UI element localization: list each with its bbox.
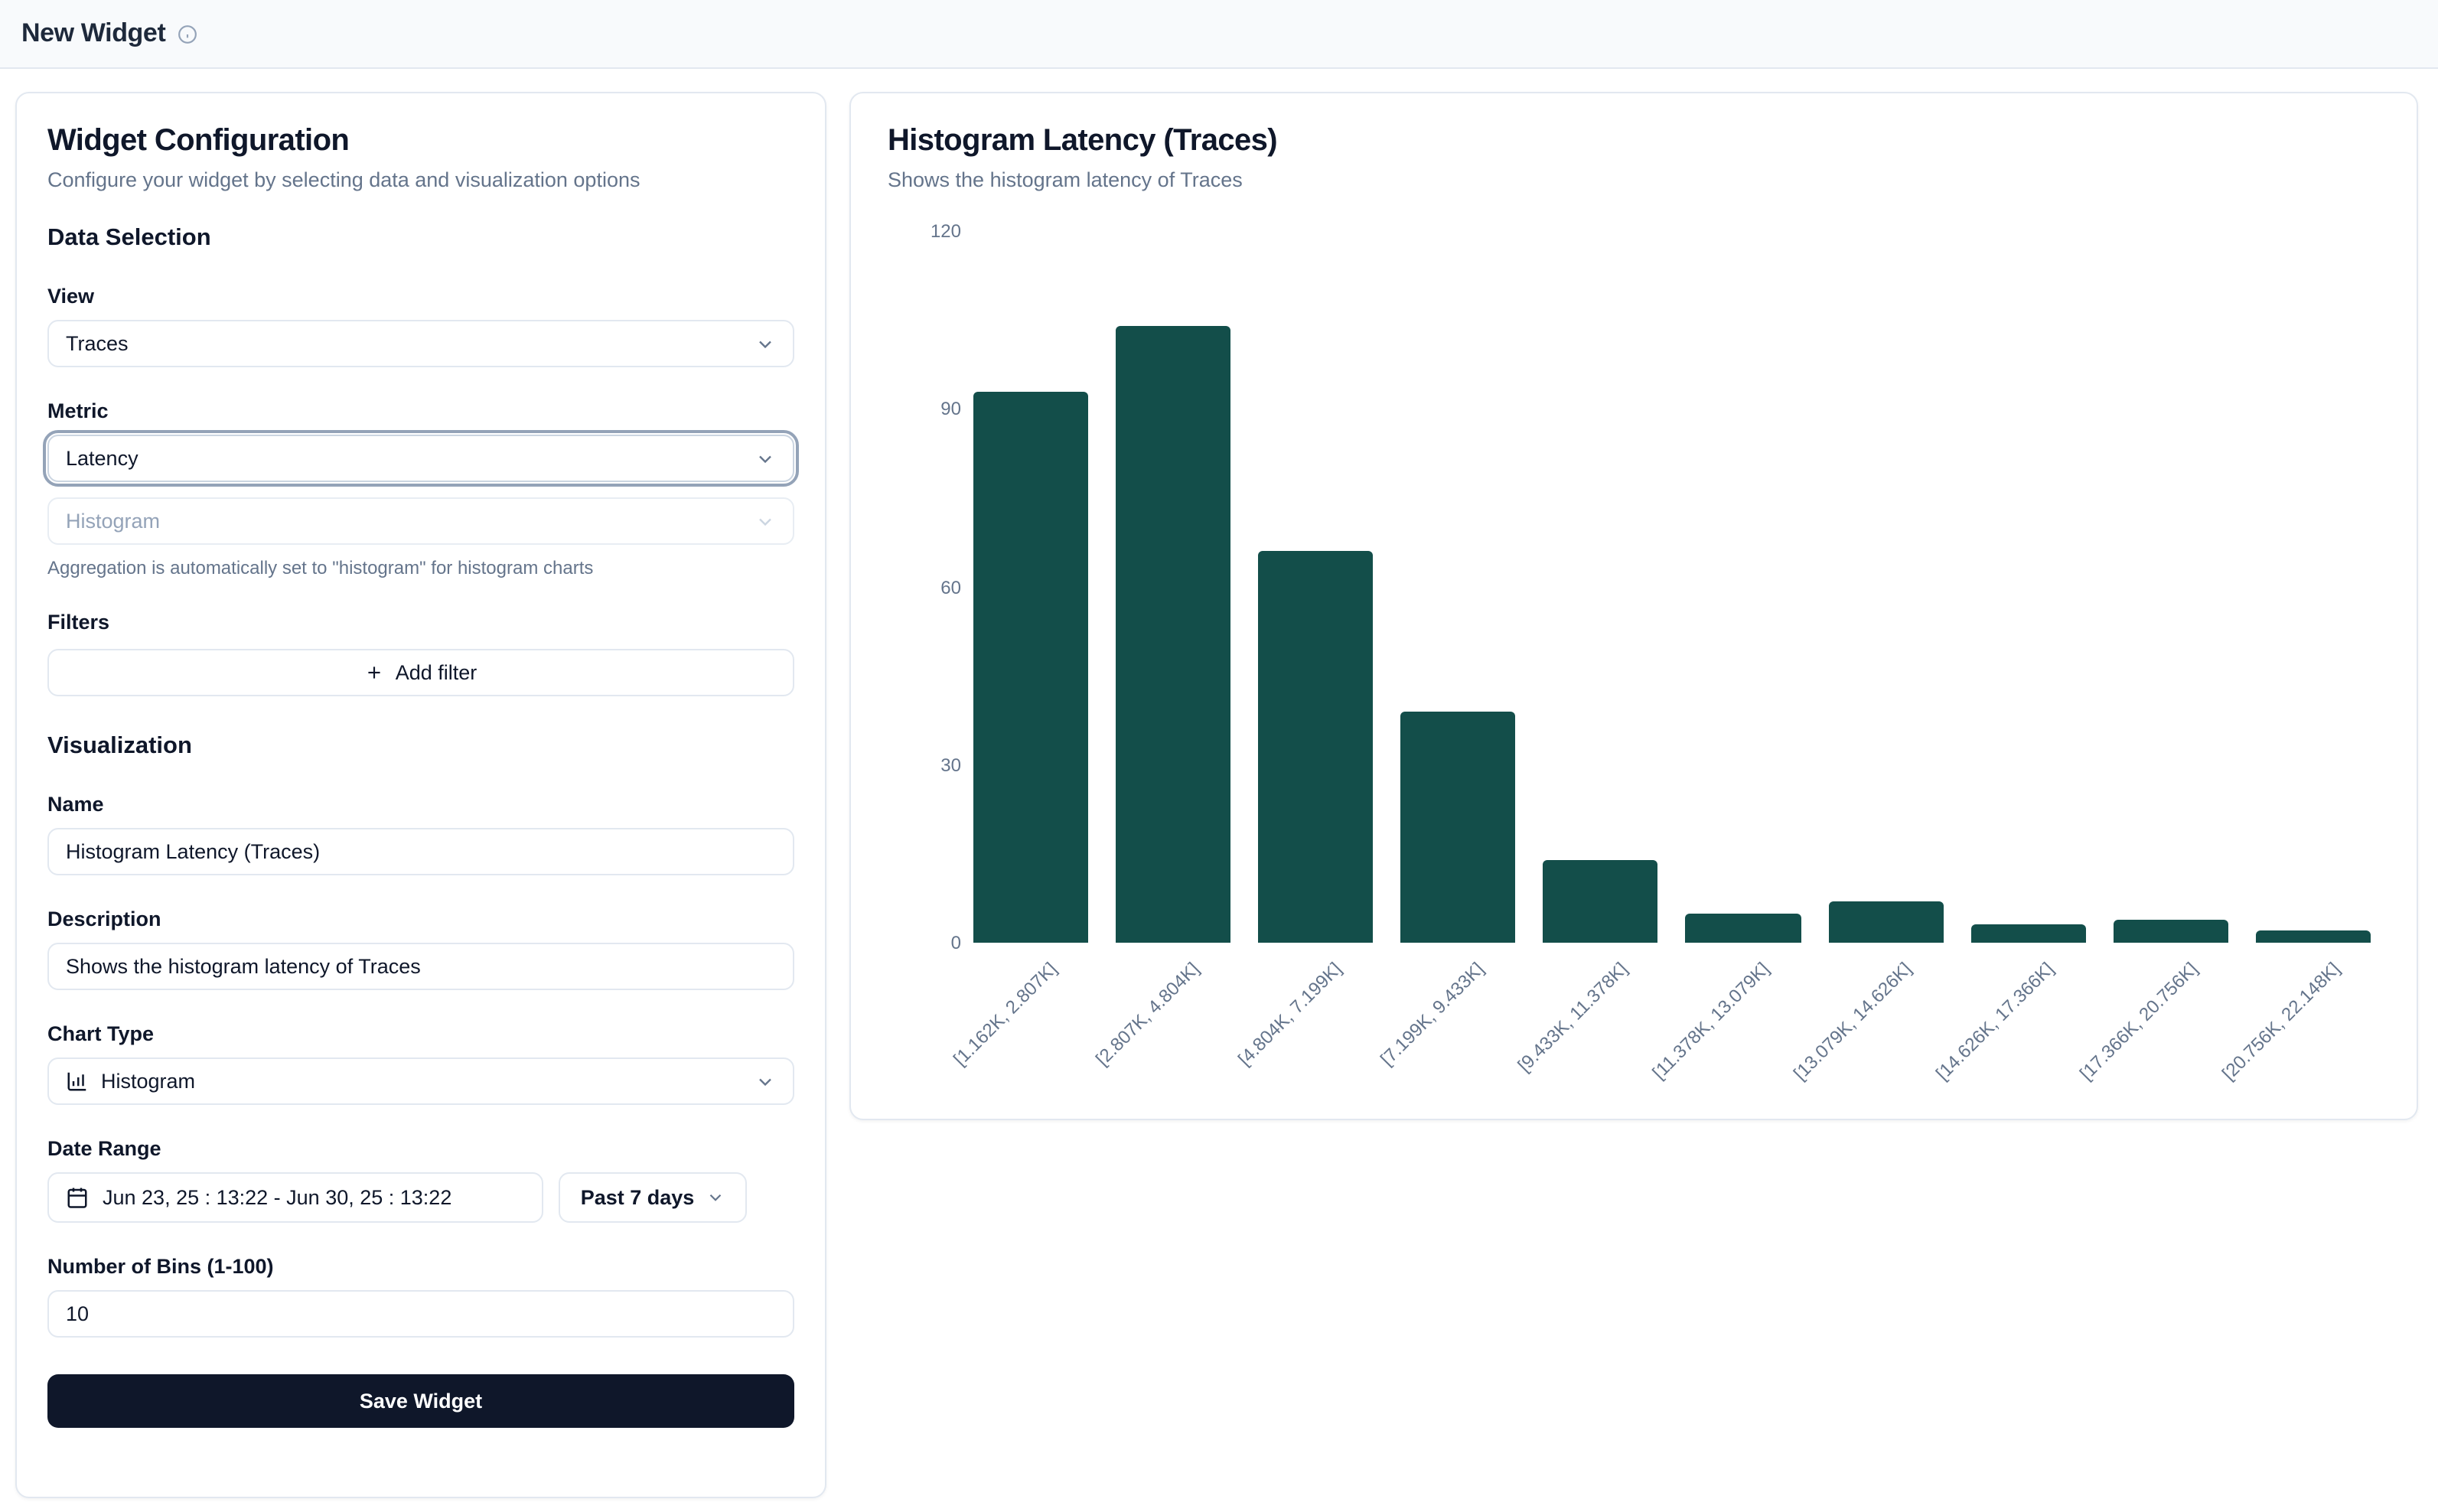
- date-range-value: Jun 23, 25 : 13:22 - Jun 30, 25 : 13:22: [103, 1186, 452, 1209]
- bar-cell: [4.804K, 7.199K]: [1234, 231, 1374, 1070]
- bars-container: [1.162K, 2.807K] [2.807K, 4.804K] [4.804K,…: [950, 231, 2371, 1084]
- histogram-bar[interactable]: [1828, 901, 1944, 943]
- info-icon[interactable]: [178, 24, 197, 44]
- x-axis-tick-label: [20.756K, 22.148K]: [2217, 958, 2344, 1085]
- metric-select[interactable]: Latency: [42, 429, 800, 487]
- metric-label: Metric: [47, 399, 109, 422]
- view-select[interactable]: Traces: [47, 320, 794, 367]
- date-preset-value: Past 7 days: [580, 1186, 695, 1209]
- bar-cell: [1.162K, 2.807K]: [950, 231, 1089, 1070]
- description-input[interactable]: [47, 943, 794, 990]
- view-label: View: [47, 285, 95, 308]
- bar-cell: [14.626K, 17.366K]: [1932, 231, 2086, 1084]
- page-title: New Widget: [21, 18, 166, 47]
- preview-title: Histogram Latency (Traces): [888, 124, 1278, 158]
- histogram-chart-icon: [66, 1070, 89, 1093]
- histogram-bar[interactable]: [1116, 326, 1231, 943]
- x-axis-tick-label: [17.366K, 20.756K]: [2075, 958, 2202, 1085]
- add-filter-label: Add filter: [395, 661, 477, 684]
- plus-icon: [365, 663, 385, 683]
- y-axis-tick-label: 120: [930, 220, 961, 242]
- name-label: Name: [47, 793, 104, 816]
- chart-type-select[interactable]: Histogram: [47, 1057, 794, 1105]
- x-axis-tick-label: [13.079K, 14.626K]: [1789, 958, 1917, 1085]
- config-subtitle: Configure your widget by selecting data …: [47, 168, 640, 191]
- filters-label: Filters: [47, 611, 110, 634]
- x-axis-tick-label: [1.162K, 2.807K]: [949, 958, 1061, 1070]
- add-filter-button[interactable]: Add filter: [47, 649, 794, 696]
- page-header: New Widget: [0, 0, 2438, 69]
- x-axis-tick-label: [14.626K, 17.366K]: [1932, 958, 2059, 1085]
- date-range-row: Jun 23, 25 : 13:22 - Jun 30, 25 : 13:22 …: [47, 1172, 794, 1223]
- aggregation-note: Aggregation is automatically set to "his…: [47, 557, 594, 578]
- histogram-chart: 0 30 60 90 120 [1.162K, 2.807K] [2.807K, 4.804…: [888, 213, 2380, 1097]
- chevron-down-icon: [705, 1188, 725, 1207]
- metric-select-value: Latency: [66, 447, 139, 470]
- histogram-bar[interactable]: [2255, 930, 2371, 943]
- description-label: Description: [47, 908, 161, 930]
- x-axis-tick-label: [2.807K, 4.804K]: [1091, 958, 1204, 1070]
- histogram-bar[interactable]: [1400, 711, 1516, 943]
- bar-cell: [7.199K, 9.433K]: [1377, 231, 1516, 1070]
- chart-type-label: Chart Type: [47, 1022, 155, 1045]
- x-axis-tick-label: [11.378K, 13.079K]: [1648, 958, 1774, 1083]
- date-range-button[interactable]: Jun 23, 25 : 13:22 - Jun 30, 25 : 13:22: [47, 1172, 543, 1223]
- chevron-down-icon: [755, 510, 776, 532]
- chart-plot-area: 0 30 60 90 120 [1.162K, 2.807K] [2.807K, 4.804…: [931, 220, 2371, 1084]
- bar-cell: [20.756K, 22.148K]: [2217, 231, 2371, 1084]
- histogram-bar[interactable]: [1970, 924, 2086, 943]
- bar-cell: [2.807K, 4.804K]: [1092, 231, 1231, 1070]
- data-selection-heading: Data Selection: [47, 225, 211, 251]
- aggregation-select-value: Histogram: [66, 510, 161, 533]
- widget-configuration-panel: Widget Configuration Configure your widg…: [15, 92, 826, 1498]
- chevron-down-icon: [755, 1070, 776, 1092]
- bar-cell: [13.079K, 14.626K]: [1790, 231, 1944, 1084]
- chevron-down-icon: [755, 448, 776, 469]
- preview-subtitle: Shows the histogram latency of Traces: [888, 168, 1243, 191]
- y-axis-tick-label: 60: [940, 576, 961, 598]
- bins-input[interactable]: [47, 1290, 794, 1338]
- visualization-heading: Visualization: [47, 733, 192, 759]
- config-title: Widget Configuration: [47, 124, 350, 158]
- chevron-down-icon: [755, 333, 776, 354]
- main-content: Widget Configuration Configure your widg…: [0, 69, 2438, 1512]
- y-axis-tick-label: 30: [940, 754, 961, 776]
- y-axis-tick-label: 90: [940, 398, 961, 420]
- name-input[interactable]: [47, 828, 794, 875]
- histogram-bar[interactable]: [2113, 919, 2228, 943]
- histogram-bar[interactable]: [973, 391, 1089, 943]
- x-axis-tick-label: [9.433K, 11.378K]: [1513, 958, 1631, 1077]
- save-widget-button[interactable]: Save Widget: [47, 1374, 794, 1428]
- x-axis-tick-label: [7.199K, 9.433K]: [1377, 958, 1489, 1070]
- date-preset-button[interactable]: Past 7 days: [559, 1172, 747, 1223]
- bins-label: Number of Bins (1-100): [47, 1255, 274, 1278]
- histogram-bar[interactable]: [1543, 859, 1658, 943]
- y-axis-tick-label: 0: [950, 932, 961, 953]
- date-range-label: Date Range: [47, 1137, 161, 1160]
- calendar-icon: [66, 1186, 89, 1209]
- bar-cell: [17.366K, 20.756K]: [2075, 231, 2228, 1084]
- view-select-value: Traces: [66, 332, 129, 355]
- bar-cell: [9.433K, 11.378K]: [1513, 231, 1658, 1076]
- aggregation-select: Histogram: [47, 497, 794, 545]
- chart-preview-panel: Histogram Latency (Traces) Shows the his…: [849, 92, 2418, 1120]
- bar-cell: [11.378K, 13.079K]: [1648, 231, 1801, 1083]
- histogram-bar[interactable]: [1685, 913, 1801, 943]
- x-axis-tick-label: [4.804K, 7.199K]: [1234, 958, 1347, 1070]
- chart-type-value: Histogram: [101, 1070, 196, 1093]
- histogram-bar[interactable]: [1258, 551, 1374, 943]
